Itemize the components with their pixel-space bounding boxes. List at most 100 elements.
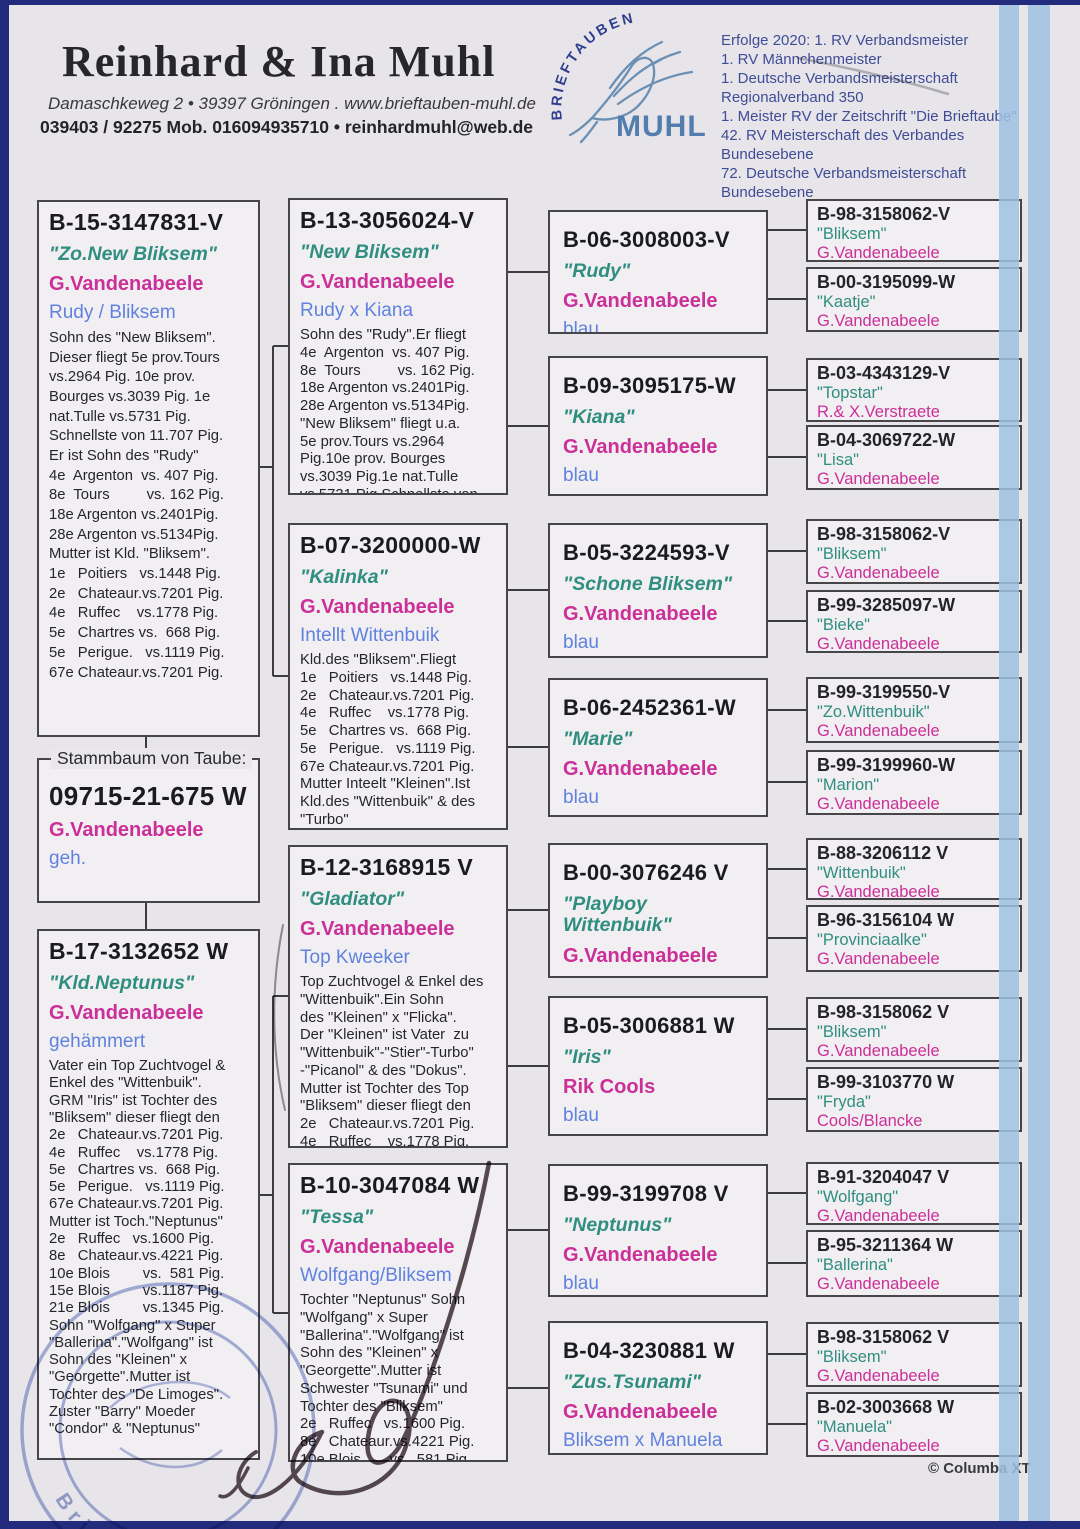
pigeon-info: blau — [563, 465, 599, 487]
gen4-box-12: B-91-3204047 V "Wolfgang" G.Vandenabeele — [806, 1162, 1022, 1225]
pigeon-info: Top Kweeker — [300, 947, 410, 969]
gen4-box-0: B-98-3158062-V "Bliksem" G.Vandenabeele — [806, 199, 1022, 262]
gen4-box-9: B-96-3156104 W "Provinciaalke" G.Vandena… — [806, 905, 1022, 972]
breeder-name: G.Vandenabeele — [817, 1207, 940, 1225]
pigeon-description: Sohn des "Rudy".Er fliegt 4e Argenton vs… — [300, 327, 478, 495]
breeder-name: G.Vandenabeele — [563, 603, 718, 626]
achievement-line: 1. Deutsche Verbandsmeisterschaft — [721, 70, 958, 88]
pigeon-info: blau — [563, 787, 599, 809]
breeder-name: G.Vandenabeele — [817, 1367, 940, 1386]
breeder-name: G.Vandenabeele — [563, 1244, 718, 1267]
ring-number: B-91-3204047 V — [817, 1167, 950, 1187]
pigeon-name: "Topstar" — [817, 384, 883, 403]
software-credit: © Columba XT — [928, 1460, 1031, 1477]
pigeon-name: "Neptunus" — [563, 1213, 672, 1236]
breeder-name: G.Vandenabeele — [49, 819, 204, 842]
ring-number: B-98-3158062 V — [817, 1002, 950, 1022]
breeder-name: G.Vandenabeele — [817, 1042, 940, 1061]
loft-address: Damaschkeweg 2 • 39397 Gröningen . www.b… — [48, 94, 536, 113]
ring-number: B-07-3200000-W — [300, 532, 481, 558]
achievement-line: Bundesebene — [721, 184, 814, 202]
breeder-name: G.Vandenabeele — [817, 1275, 940, 1294]
gen3-box-1: B-09-3095175-W "Kiana" G.Vandenabeele bl… — [548, 356, 768, 496]
pigeon-name: "Provinciaalke" — [817, 931, 927, 950]
ring-number: B-02-3003668 W — [817, 1397, 955, 1417]
breeder-name: G.Vandenabeele — [817, 564, 940, 583]
gen4-box-7: B-99-3199960-W "Marion" G.Vandenabeele — [806, 750, 1022, 815]
pigeon-name: "Manuela" — [817, 1418, 893, 1437]
right-stripe-2 — [1028, 0, 1050, 1529]
bottom-edge-bar — [0, 1521, 1080, 1529]
achievement-line: 1. RV Männchenmeister — [721, 51, 882, 69]
logo-arc-text: BRIEFTAUBEN — [550, 12, 637, 121]
gen4-box-8: B-88-3206112 V "Wittenbuik" G.Vandenabee… — [806, 838, 1022, 900]
breeder-name: G.Vandenabeele — [817, 1437, 940, 1456]
breeder-name: G.Vandenabeele — [49, 273, 204, 296]
top-edge-bar — [0, 0, 1080, 5]
ring-number: B-12-3168915 V — [300, 854, 473, 880]
breeder-name: G.Vandenabeele — [817, 635, 940, 653]
ring-number: B-04-3069722-W — [817, 430, 956, 450]
achievement-line: 42. RV Meisterschaft des Verbandes — [721, 127, 965, 145]
ring-number: B-96-3156104 W — [817, 910, 955, 930]
ring-number: B-06-2452361-W — [563, 695, 736, 720]
ring-number: B-99-3103770 W — [817, 1072, 955, 1092]
pigeon-name: "Playboy Wittenbuik" — [563, 892, 672, 937]
ring-number: B-99-3199550-V — [817, 682, 951, 702]
logo-name: MUHL — [616, 110, 707, 143]
breeder-name: G.Vandenabeele — [817, 883, 940, 900]
gen3-box-0: B-06-3008003-V "Rudy" G.Vandenabeele bla… — [548, 210, 768, 334]
ring-number: B-15-3147831-V — [49, 209, 224, 235]
breeder-name: R.& X.Verstraete — [817, 403, 940, 422]
breeder-name: G.Vandenabeele — [563, 436, 718, 459]
pigeon-name: "New Bliksem" — [300, 240, 439, 263]
breeder-name: G.Vandenabeele — [817, 722, 940, 741]
pigeon-name: "Schone Bliksem" — [563, 572, 733, 595]
pigeon-info: blau — [563, 632, 599, 654]
ring-number: B-03-4343129-V — [817, 363, 951, 383]
gen4-box-1: B-00-3195099-W "Kaatje" G.Vandenabeele — [806, 267, 1022, 332]
pigeon-name: "Zo.Wittenbuik" — [817, 703, 930, 722]
gen4-box-4: B-98-3158062-V "Bliksem" G.Vandenabeele — [806, 519, 1022, 584]
gen3-box-7: B-04-3230881 W "Zus.Tsunami" G.Vandenabe… — [548, 1321, 768, 1455]
ring-number: B-09-3095175-W — [563, 373, 736, 398]
breeder-name: G.Vandenabeele — [300, 1236, 455, 1259]
gen2-box-3: B-10-3047084 W "Tessa" G.Vandenabeele Wo… — [288, 1163, 508, 1462]
gen4-box-3: B-04-3069722-W "Lisa" G.Vandenabeele — [806, 425, 1022, 490]
gen2-box-2: B-12-3168915 V "Gladiator" G.Vandenabeel… — [288, 845, 508, 1148]
pigeon-info: Bliksem x Manuela — [563, 1430, 723, 1452]
pigeon-name: "Kaatje" — [817, 293, 876, 312]
pigeon-name: "Bliksem" — [817, 545, 887, 564]
ring-number: B-98-3158062-V — [817, 204, 951, 224]
achievement-line: 1. Meister RV der Zeitschrift "Die Brief… — [721, 108, 1017, 126]
pigeon-description: Vater ein Top Zuchtvogel & Enkel des "Wi… — [49, 1058, 226, 1438]
pigeon-name: "Bliksem" — [817, 1023, 887, 1042]
ring-number: B-98-3158062 V — [817, 1327, 950, 1347]
left-edge-bar — [0, 0, 9, 1529]
ring-number: B-10-3047084 W — [300, 1172, 480, 1198]
gen3-box-3: B-06-2452361-W "Marie" G.Vandenabeele bl… — [548, 678, 768, 817]
breeder-name: Cools/Blancke — [817, 1112, 923, 1131]
gen3-box-6: B-99-3199708 V "Neptunus" G.Vandenabeele… — [548, 1164, 768, 1297]
breeder-name: G.Vandenabeele — [817, 244, 940, 262]
breeder-name: G.Vandenabeele — [817, 312, 940, 331]
pigeon-name: "Tessa" — [300, 1205, 374, 1228]
ring-number: B-99-3199960-W — [817, 755, 956, 775]
pigeon-name: "Bliksem" — [817, 1348, 887, 1367]
subject-box: Stammbaum von Taube: 09715-21-675 W G.Va… — [37, 748, 260, 903]
ring-number: B-06-3008003-V — [563, 227, 730, 252]
breeder-name: G.Vandenabeele — [817, 470, 940, 489]
ring-number: B-99-3285097-W — [817, 595, 956, 615]
ring-number: B-00-3195099-W — [817, 272, 956, 292]
breeder-name: G.Vandenabeele — [563, 1401, 718, 1424]
gen2-box-1: B-07-3200000-W "Kalinka" G.Vandenabeele … — [288, 523, 508, 830]
pigeon-name: "Bliksem" — [817, 225, 887, 244]
pigeon-name: "Kld.Neptunus" — [49, 971, 195, 994]
gen4-box-11: B-99-3103770 W "Fryda" Cools/Blancke — [806, 1067, 1022, 1132]
pigeon-description: Sohn des "New Bliksem". Dieser fliegt 5e… — [49, 330, 225, 681]
pigeon-info: Wolfgang/Bliksem — [300, 1265, 452, 1287]
ring-number: B-05-3006881 W — [563, 1013, 735, 1038]
gen4-box-13: B-95-3211364 W "Ballerina" G.Vandenabeel… — [806, 1230, 1022, 1297]
ring-number: B-13-3056024-V — [300, 207, 475, 233]
ring-number: B-88-3206112 V — [817, 843, 949, 863]
